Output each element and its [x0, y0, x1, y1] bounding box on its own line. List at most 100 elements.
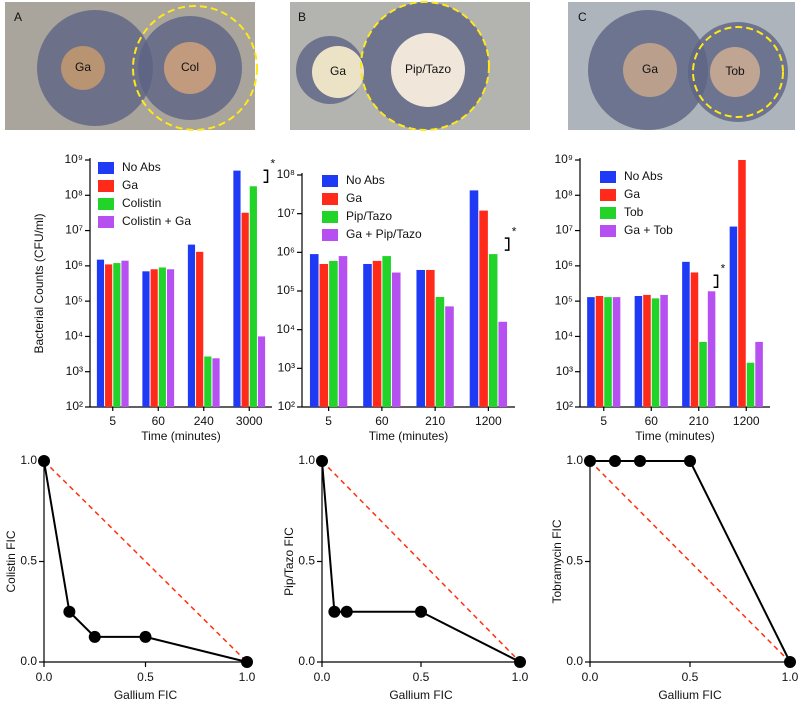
bar — [651, 298, 660, 407]
bar — [416, 269, 426, 407]
legend-swatch — [322, 229, 338, 241]
y-tick-label: 10² — [556, 399, 573, 413]
x-axis-title: Gallium FIC — [114, 688, 178, 702]
bar — [241, 212, 249, 407]
x-tick-label: 0.0 — [314, 670, 331, 684]
bar — [738, 160, 746, 407]
y-axis-title: Bacterial Counts (CFU/ml) — [32, 213, 46, 353]
bar — [426, 269, 435, 407]
panel-label: B — [298, 10, 306, 24]
legend-swatch — [600, 207, 616, 219]
bar — [187, 244, 196, 407]
x-axis-title: Time (minutes) — [369, 429, 449, 443]
x-tick-label: 0.5 — [137, 670, 154, 684]
x-tick-label: 5 — [325, 414, 332, 428]
bar — [150, 269, 158, 407]
point — [139, 630, 152, 643]
point — [316, 455, 328, 467]
y-tick-label: 10³ — [556, 364, 573, 378]
legend-label: No Abs — [346, 173, 385, 187]
y-axis-title: Colistin FIC — [4, 530, 18, 592]
x-tick-label: 5 — [600, 414, 607, 428]
bar — [372, 260, 382, 407]
bar — [488, 254, 498, 407]
bar — [660, 294, 668, 407]
point — [684, 455, 696, 467]
y-tick-label: 1.0 — [298, 453, 315, 467]
x-tick-label: 1200 — [733, 414, 760, 428]
legend-swatch — [98, 216, 114, 228]
disc — [61, 46, 105, 90]
y-tick-label: 1.0 — [20, 453, 37, 467]
disc-label: Col — [181, 60, 199, 74]
legend-label: Colistin — [122, 196, 161, 210]
x-tick-label: 60 — [375, 414, 389, 428]
bar — [699, 341, 707, 407]
bar — [233, 170, 241, 407]
bar — [690, 272, 699, 407]
x-tick-label: 0.0 — [582, 670, 599, 684]
x-tick-label: 1.0 — [512, 670, 529, 684]
legend-label: Tob — [624, 205, 644, 219]
point — [63, 605, 76, 618]
bar — [755, 341, 763, 407]
legend-label: Ga — [346, 191, 362, 205]
y-tick-label: 0.0 — [566, 654, 583, 668]
point — [634, 455, 646, 467]
point — [415, 605, 427, 618]
x-tick-label: 210 — [689, 414, 709, 428]
x-tick-label: 1.0 — [239, 670, 256, 684]
legend-label: Pip/Tazo — [346, 209, 392, 223]
panel-label: A — [14, 10, 22, 24]
bar — [96, 259, 105, 407]
bar — [634, 295, 643, 407]
significance-bracket — [263, 169, 269, 184]
point — [241, 656, 253, 668]
bar — [682, 261, 690, 407]
y-axis-title: Pip/Tazo FIC — [282, 527, 296, 596]
x-tick-label: 3000 — [236, 414, 263, 428]
additivity-line — [321, 460, 521, 663]
legend-swatch — [98, 198, 114, 210]
bar — [435, 296, 445, 407]
highlight-ring — [132, 5, 258, 131]
x-tick-label: 60 — [152, 414, 166, 428]
significance-bracket — [504, 237, 510, 251]
y-tick-label: 10⁴ — [276, 322, 295, 336]
point — [328, 605, 341, 618]
legend-swatch — [600, 189, 616, 201]
x-tick-label: 0.0 — [36, 670, 53, 684]
bar — [587, 297, 595, 407]
point — [584, 455, 596, 467]
annotation: * — [721, 261, 726, 275]
bar — [707, 291, 716, 407]
additivity-line — [43, 460, 248, 663]
y-tick-label: 10⁴ — [554, 329, 573, 343]
legend-swatch — [98, 180, 114, 192]
y-tick-label: 10⁵ — [65, 293, 83, 307]
bar — [338, 256, 348, 407]
bar — [113, 263, 121, 407]
x-axis-title: Time (minutes) — [635, 429, 715, 443]
bar — [612, 297, 621, 407]
legend-swatch — [98, 162, 114, 174]
legend-label: Ga — [122, 178, 138, 192]
bar — [363, 263, 372, 407]
y-tick-label: 10⁶ — [277, 245, 295, 259]
disc-label: Ga — [75, 60, 91, 74]
y-tick-label: 10⁵ — [277, 283, 295, 297]
disc-label: Pip/Tazo — [405, 62, 451, 76]
y-tick-label: 0.5 — [20, 554, 37, 568]
y-tick-label: 10⁸ — [555, 187, 573, 201]
y-tick-label: 10⁹ — [555, 152, 574, 166]
disc-label: Tob — [725, 64, 745, 78]
y-tick-label: 0.5 — [566, 554, 583, 568]
y-tick-label: 1.0 — [566, 453, 583, 467]
y-tick-label: 0.0 — [20, 654, 37, 668]
point — [784, 656, 796, 668]
x-tick-label: 0.5 — [413, 670, 430, 684]
legend-label: Ga + Tob — [624, 223, 673, 237]
legend-label: Ga + Pip/Tazo — [346, 227, 422, 241]
y-tick-label: 10² — [66, 399, 83, 413]
